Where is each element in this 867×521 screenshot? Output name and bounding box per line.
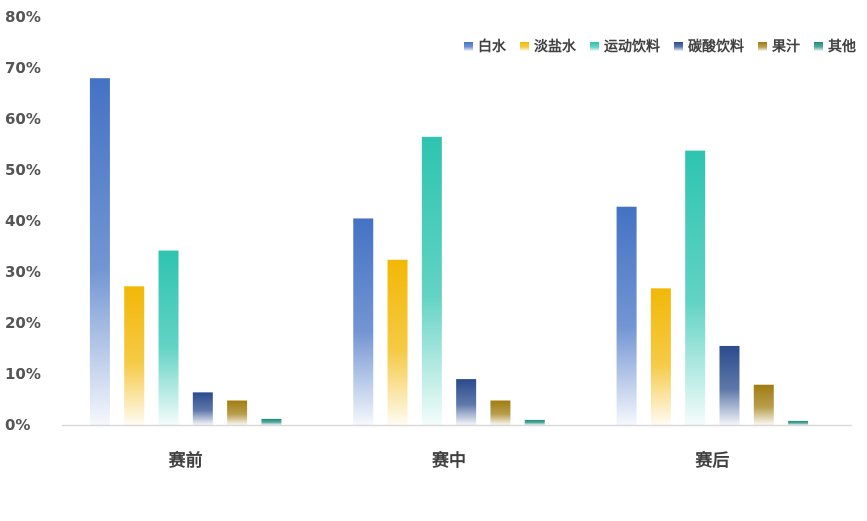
bar-其他-赛中 — [524, 419, 545, 425]
y-tick-label: 40% — [5, 212, 41, 230]
legend-label: 运动饮料 — [604, 38, 660, 55]
bar-碳酸饮料-赛中 — [456, 379, 477, 425]
bar-运动饮料-赛中 — [421, 136, 442, 425]
y-tick-label: 60% — [5, 110, 41, 128]
y-tick-label: 0% — [5, 416, 30, 434]
bar-淡盐水-赛前 — [124, 286, 145, 425]
bar-其他-赛后 — [788, 420, 809, 425]
bar-白水-赛前 — [89, 78, 110, 425]
bar-白水-赛中 — [353, 218, 374, 425]
legend-swatch — [758, 42, 767, 51]
y-tick-label: 70% — [5, 59, 41, 77]
x-category-label: 赛中 — [431, 450, 466, 471]
bar-运动饮料-赛后 — [685, 150, 706, 425]
legend-swatch — [674, 42, 683, 51]
legend-swatch — [520, 42, 529, 51]
bar-白水-赛后 — [616, 206, 637, 425]
legend-swatch — [464, 42, 473, 51]
bar-淡盐水-赛中 — [387, 259, 408, 425]
bar-碳酸饮料-赛前 — [192, 392, 213, 425]
y-tick-label: 30% — [5, 263, 41, 281]
bar-果汁-赛前 — [227, 400, 248, 425]
y-tick-label: 20% — [5, 314, 41, 332]
legend-label: 果汁 — [771, 38, 800, 55]
bar-果汁-赛后 — [753, 384, 774, 425]
y-tick-label: 50% — [5, 161, 41, 179]
legend-label: 碳酸饮料 — [688, 38, 744, 55]
bar-其他-赛前 — [261, 418, 282, 425]
bar-碳酸饮料-赛后 — [719, 345, 740, 425]
x-category-label: 赛前 — [168, 450, 203, 471]
bar-淡盐水-赛后 — [650, 288, 671, 425]
y-tick-label: 80% — [5, 8, 41, 26]
legend-label: 淡盐水 — [534, 38, 577, 55]
x-category-label: 赛后 — [694, 450, 729, 471]
y-tick-label: 10% — [5, 365, 41, 383]
bar-果汁-赛中 — [490, 400, 511, 425]
legend-swatch — [590, 42, 599, 51]
legend-label: 其他 — [828, 38, 856, 55]
legend-label: 白水 — [478, 38, 507, 55]
bar-运动饮料-赛前 — [158, 250, 179, 425]
legend-swatch — [814, 42, 823, 51]
